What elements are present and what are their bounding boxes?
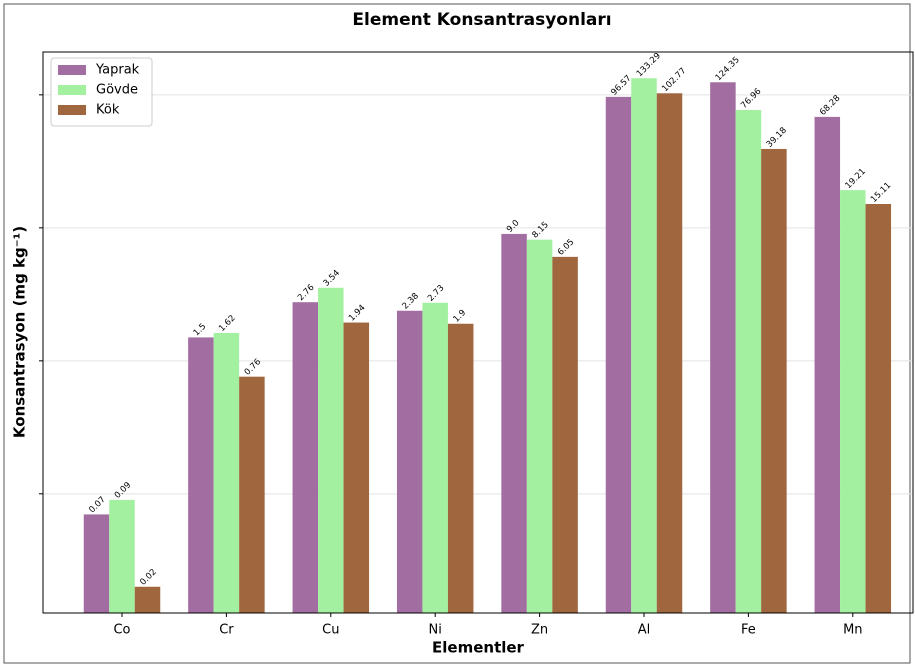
bar	[239, 376, 265, 613]
x-tick-label: Cu	[322, 623, 339, 638]
chart-title: Element Konsantrasyonları	[352, 10, 611, 30]
bar	[552, 256, 578, 613]
legend-label: Kök	[96, 103, 120, 118]
x-tick-label: Cr	[219, 623, 234, 638]
x-tick-label: Zn	[531, 623, 548, 638]
bar	[710, 82, 736, 613]
bar	[865, 203, 892, 614]
bar	[109, 499, 135, 613]
bar	[631, 78, 657, 614]
x-tick-label: Ni	[429, 623, 442, 638]
bar	[447, 323, 474, 613]
bar	[422, 302, 448, 613]
legend-label: Gövde	[96, 83, 138, 98]
bar	[292, 302, 319, 613]
bar	[735, 109, 762, 614]
x-tick-label: Al	[638, 623, 651, 638]
x-tick-label: Co	[113, 623, 130, 638]
bar	[343, 322, 370, 613]
bar	[656, 93, 683, 613]
bar	[501, 233, 527, 614]
bar	[188, 337, 214, 613]
bar	[213, 332, 240, 613]
bar	[134, 586, 161, 613]
bar	[318, 287, 344, 613]
bar	[526, 239, 553, 613]
legend-swatch	[58, 65, 86, 75]
bar	[83, 514, 110, 613]
x-tick-label: Fe	[741, 623, 756, 638]
plot-border	[42, 51, 914, 614]
y-axis-title: Konsantrasyon (mg kg⁻¹)	[11, 226, 29, 438]
x-tick-label: Mn	[843, 623, 862, 638]
bar	[814, 116, 841, 613]
legend-swatch	[58, 85, 86, 95]
bar	[761, 148, 787, 613]
bar	[605, 96, 632, 614]
x-axis-title: Elementler	[432, 639, 525, 657]
bar	[840, 190, 866, 613]
legend: Yaprak Gövde Kök	[50, 57, 153, 127]
legend-swatch	[58, 105, 86, 115]
legend-label: Yaprak	[95, 63, 140, 78]
bar	[396, 310, 423, 613]
